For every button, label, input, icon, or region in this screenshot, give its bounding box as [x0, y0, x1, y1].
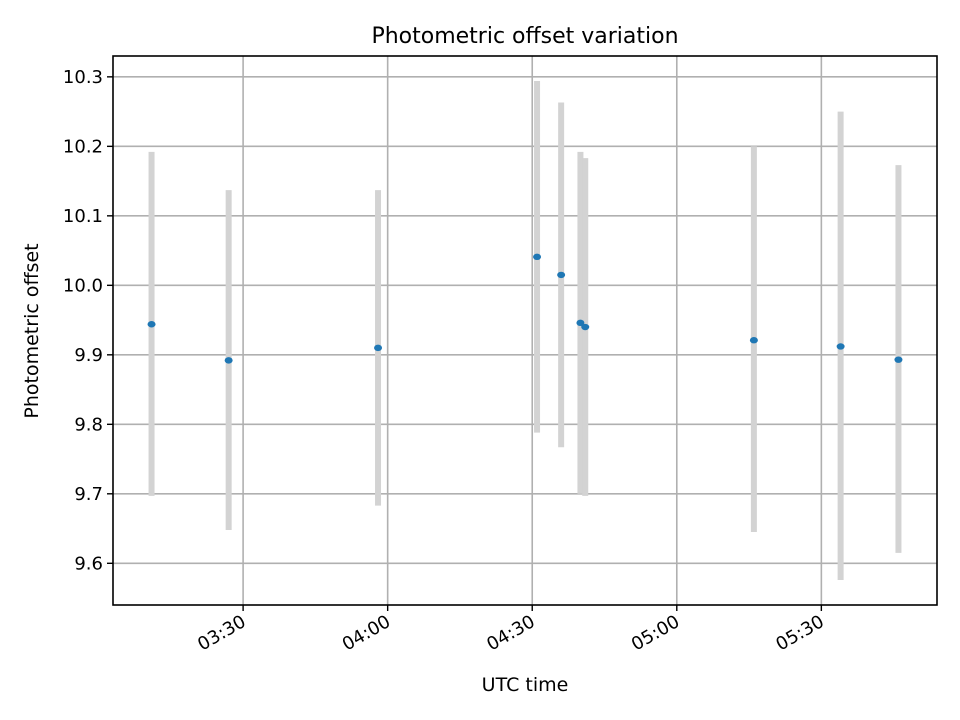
data-point — [147, 321, 156, 328]
grid — [113, 56, 937, 605]
data-point — [374, 344, 383, 352]
x-axis-label: UTC time — [482, 674, 569, 696]
y-tick-label: 10.0 — [63, 275, 103, 296]
data-point — [894, 356, 903, 363]
y-tick-label: 9.9 — [74, 345, 103, 366]
data-point — [576, 319, 585, 327]
data-point — [749, 337, 758, 344]
y-tick-label: 10.1 — [63, 206, 103, 227]
y-tick-label: 9.6 — [74, 553, 103, 574]
y-axis-label: Photometric offset — [21, 243, 43, 418]
plot-frame — [112, 55, 938, 606]
chart-title: Photometric offset variation — [371, 24, 678, 49]
data-points — [147, 253, 903, 364]
data-point — [836, 343, 845, 350]
x-tick-label: 04:00 — [339, 611, 394, 655]
axis-ticks: 03:30 04:00 04:30 05:00 05:30 9.6 9.7 9.8 9.9 10.… — [63, 67, 828, 655]
data-point — [533, 253, 542, 261]
x-tick-label: 05:00 — [628, 611, 683, 655]
x-tick-label: 05:30 — [772, 611, 827, 655]
data-point — [224, 357, 233, 364]
y-tick-label: 9.8 — [74, 414, 103, 435]
data-point — [581, 323, 590, 331]
y-tick-label: 10.3 — [63, 67, 103, 88]
data-point — [557, 271, 566, 279]
error-bars — [148, 81, 902, 580]
x-tick-label: 03:30 — [194, 611, 249, 655]
y-tick-label: 9.7 — [74, 484, 103, 505]
x-tick-label: 04:30 — [483, 611, 538, 655]
y-tick-label: 10.2 — [63, 136, 103, 157]
